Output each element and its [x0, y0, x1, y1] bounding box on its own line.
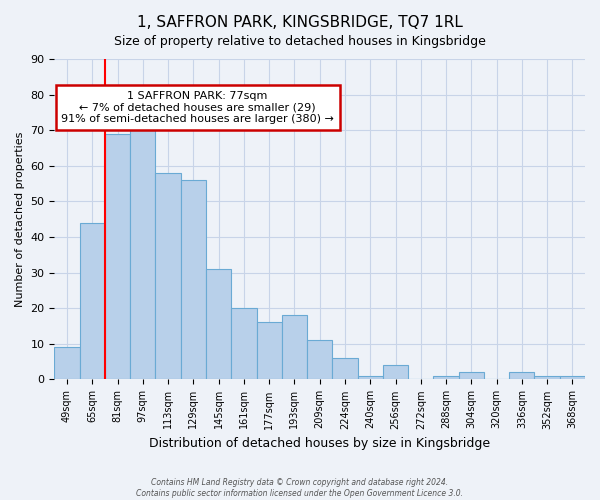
Text: Size of property relative to detached houses in Kingsbridge: Size of property relative to detached ho…	[114, 35, 486, 48]
Bar	[332, 358, 358, 380]
Bar	[55, 348, 80, 380]
Bar	[358, 376, 383, 380]
Text: 1 SAFFRON PARK: 77sqm
← 7% of detached houses are smaller (29)
91% of semi-detac: 1 SAFFRON PARK: 77sqm ← 7% of detached h…	[61, 91, 334, 124]
Bar	[257, 322, 282, 380]
Bar	[560, 376, 585, 380]
Bar	[105, 134, 130, 380]
Bar	[433, 376, 458, 380]
Text: 1, SAFFRON PARK, KINGSBRIDGE, TQ7 1RL: 1, SAFFRON PARK, KINGSBRIDGE, TQ7 1RL	[137, 15, 463, 30]
Bar	[130, 130, 155, 380]
Bar	[383, 365, 408, 380]
Y-axis label: Number of detached properties: Number of detached properties	[15, 132, 25, 307]
Bar	[509, 372, 535, 380]
Bar	[535, 376, 560, 380]
Bar	[181, 180, 206, 380]
Bar	[80, 223, 105, 380]
Bar	[206, 269, 231, 380]
Bar	[155, 173, 181, 380]
Bar	[458, 372, 484, 380]
Text: Contains HM Land Registry data © Crown copyright and database right 2024.
Contai: Contains HM Land Registry data © Crown c…	[137, 478, 464, 498]
Bar	[231, 308, 257, 380]
Bar	[282, 316, 307, 380]
X-axis label: Distribution of detached houses by size in Kingsbridge: Distribution of detached houses by size …	[149, 437, 490, 450]
Bar	[307, 340, 332, 380]
